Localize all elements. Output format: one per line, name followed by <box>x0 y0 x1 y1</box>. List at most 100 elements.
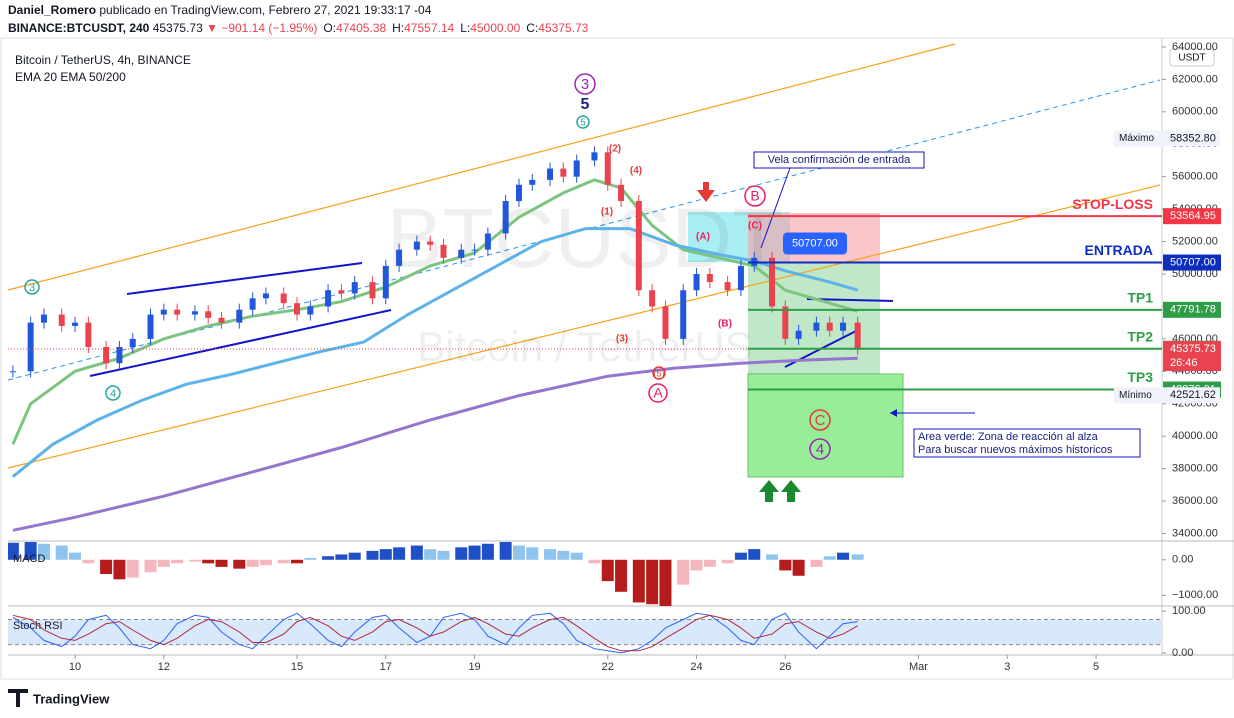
pointer-line <box>760 167 791 249</box>
x-tick-label: 19 <box>468 661 480 673</box>
y-tick-label: 56000.00 <box>1172 171 1218 183</box>
countdown: 26:46 <box>1170 357 1198 369</box>
price-tag <box>1163 254 1221 271</box>
extreme-label: Mínimo <box>1119 390 1152 401</box>
x-tick-label: 3 <box>1004 661 1010 673</box>
wave-circle <box>652 366 666 380</box>
macd-bar <box>588 559 601 564</box>
note-box <box>753 151 925 169</box>
macd-bar <box>766 554 779 560</box>
extreme-box <box>1114 130 1220 147</box>
candle <box>680 290 687 339</box>
x-tick-label: 10 <box>69 661 81 673</box>
entry-callout-label: 50707.00 <box>792 237 838 249</box>
wave-label: 4 <box>110 388 116 400</box>
macd-bar <box>601 559 614 582</box>
candle <box>129 338 136 347</box>
price: 45375.73 <box>153 21 203 35</box>
wave-circle <box>576 115 590 129</box>
wave-label: (B) <box>718 319 732 330</box>
x-tick-label: 12 <box>158 661 170 673</box>
macd-bar <box>379 549 392 560</box>
macd-bar <box>557 550 570 560</box>
header-line2: BINANCE:BTCUSDT, 240 45375.73 ▼ −901.14 … <box>8 21 589 35</box>
level-label: STOP-LOSS <box>1072 196 1153 212</box>
macd-bar <box>512 545 525 560</box>
pointer-head <box>890 409 897 417</box>
stoch-line <box>12 612 858 654</box>
wave-label: C <box>815 412 826 429</box>
candle <box>218 317 225 323</box>
extreme-value: 58352.80 <box>1170 132 1216 144</box>
macd-bar <box>335 554 348 560</box>
candle <box>249 298 256 310</box>
macd-bar <box>393 547 406 560</box>
macd-bar <box>277 559 290 564</box>
change: ▼ −901.14 (−1.95%) <box>206 21 317 35</box>
macd-bar <box>113 559 126 580</box>
macd-bar <box>570 552 583 560</box>
candle <box>382 265 389 299</box>
x-tick-label: 26 <box>779 661 791 673</box>
ohlc-value: 47405.38 <box>336 21 386 35</box>
macd-bar <box>233 559 246 569</box>
macd-bar <box>157 559 170 567</box>
note: Area verde: Zona de reacción al alza <box>918 431 1099 443</box>
candle <box>440 244 447 258</box>
macd-bar <box>748 549 761 560</box>
chart-title: Bitcoin / TetherUS, 4h, BINANCE <box>15 53 191 67</box>
wave-label: 5 <box>580 118 586 129</box>
wave-label: 3 <box>581 76 589 93</box>
candle <box>693 273 700 291</box>
candle <box>351 282 358 294</box>
macd-bar <box>8 542 19 560</box>
candle <box>147 314 154 339</box>
macd-bar <box>615 559 628 592</box>
macd-bar <box>792 559 805 576</box>
macd-bar <box>144 559 157 573</box>
candle <box>662 306 669 339</box>
macd-bar <box>69 552 82 560</box>
currency: USDT <box>1178 53 1205 64</box>
candle <box>706 273 713 283</box>
stoch-line <box>12 614 858 652</box>
candle <box>854 322 861 350</box>
macd-bar <box>322 556 335 560</box>
up-arrows <box>759 480 801 502</box>
candle <box>471 249 478 251</box>
macd-bar <box>734 552 747 560</box>
candle <box>782 306 789 339</box>
price-tag-label: 50707.00 <box>1170 256 1216 268</box>
macd-bar <box>677 559 690 585</box>
candle <box>103 346 110 364</box>
wave-label: 5 <box>581 96 590 113</box>
reaction-area <box>747 373 904 478</box>
macd-bar <box>348 552 361 560</box>
wave-circle <box>648 383 668 403</box>
candle <box>502 201 509 234</box>
candle <box>9 371 16 373</box>
ohlc-label: L: <box>460 21 470 35</box>
indicator-label: EMA 20 EMA 50/200 <box>15 70 126 84</box>
macd-bar <box>82 559 95 564</box>
wave-label: (3) <box>616 334 628 345</box>
ohlc-label: O: <box>323 21 336 35</box>
candle <box>72 322 79 326</box>
wedge-line <box>126 262 363 295</box>
candle <box>547 168 554 180</box>
wave-label: A <box>653 385 663 401</box>
candle <box>427 241 434 245</box>
logo <box>8 689 28 707</box>
x-tick-label: Mar <box>909 661 928 673</box>
macd-bar <box>455 547 468 560</box>
level-label: TP3 <box>1127 369 1153 385</box>
watermark: BTCUSDT <box>387 191 784 285</box>
candle <box>795 330 802 339</box>
macd-bar <box>424 549 437 560</box>
candle <box>40 314 47 323</box>
ema-line <box>12 356 858 532</box>
macd-bar <box>37 543 50 560</box>
macd-bar <box>468 545 481 560</box>
macd-bar <box>304 558 317 560</box>
